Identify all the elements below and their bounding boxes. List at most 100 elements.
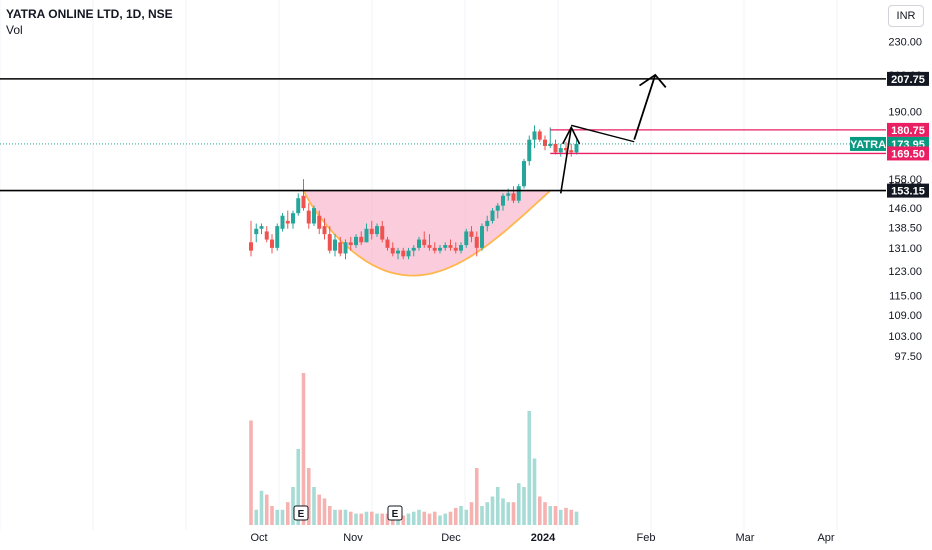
x-tick-label: Apr: [817, 532, 834, 544]
candle: [464, 228, 469, 248]
y-tick-label: 109.00: [888, 310, 922, 322]
candle-body: [249, 242, 253, 251]
volume-bar: [369, 511, 374, 525]
candle-body: [564, 148, 568, 151]
volume-bar: [327, 506, 332, 525]
volume-bar: [522, 487, 526, 525]
volume-bar: [422, 511, 427, 525]
volume-bar: [270, 506, 274, 525]
candle-body: [343, 242, 348, 254]
volume-bar: [411, 511, 416, 525]
candle-body: [380, 226, 385, 240]
currency-button[interactable]: INR: [888, 5, 924, 27]
volume-bar: [537, 496, 542, 525]
candle: [380, 220, 385, 243]
volume-bar: [264, 494, 269, 525]
pennant-line: [571, 124, 635, 143]
candle: [480, 223, 484, 251]
target-arrow: [633, 74, 657, 140]
price-tag-bg: [887, 71, 929, 86]
candle: [532, 125, 537, 149]
volume-bar: [301, 373, 306, 525]
candle-body: [275, 226, 280, 248]
candle: [312, 205, 316, 227]
volume-bar: [359, 513, 364, 525]
candle: [390, 242, 395, 257]
volume-bar: [438, 515, 442, 525]
candle-body: [432, 247, 437, 251]
candle: [448, 239, 453, 251]
candle: [369, 220, 374, 240]
candle-body: [264, 231, 269, 240]
candle-body: [270, 239, 274, 248]
candle-body: [448, 245, 453, 248]
candle-body: [364, 228, 369, 243]
candle: [317, 210, 322, 235]
volume-bar: [406, 513, 411, 525]
candle: [343, 239, 348, 260]
candle-body: [354, 236, 358, 246]
candle: [301, 179, 306, 211]
candle: [396, 247, 400, 260]
candle-body: [291, 213, 295, 224]
candle-body: [327, 234, 332, 251]
x-tick-label: Oct: [250, 532, 267, 544]
candle-body: [522, 161, 526, 187]
candle-body: [385, 239, 390, 248]
volume-bars: [249, 373, 579, 525]
candle-body: [490, 210, 495, 221]
candle: [443, 242, 448, 251]
arrow-head: [562, 125, 581, 145]
candle-body: [401, 250, 406, 257]
candle-body: [543, 139, 547, 146]
volume-bar: [432, 511, 437, 525]
y-tick-label: 138.50: [888, 222, 922, 234]
candle-body: [417, 239, 421, 248]
candle-body: [511, 193, 516, 201]
candle-body: [537, 131, 542, 140]
candle: [438, 245, 442, 254]
y-tick-label: 97.50: [894, 351, 922, 363]
candle: [249, 220, 253, 257]
x-tick-label: Feb: [637, 532, 656, 544]
volume-bar: [532, 458, 537, 525]
volume-bar: [564, 507, 568, 525]
volume-bar: [306, 468, 311, 525]
y-tick-label: 103.00: [888, 331, 922, 343]
candle-body: [438, 247, 442, 251]
price-tag-text: 169.50: [891, 148, 925, 160]
candle: [527, 135, 532, 166]
candle: [285, 210, 290, 229]
candle: [406, 247, 411, 260]
candle-body: [495, 205, 500, 211]
volume-bar: [469, 502, 474, 525]
volume-label: Vol: [6, 23, 23, 37]
cup-fill: [303, 190, 551, 276]
x-axis: Oct Nov Dec 2024 Feb Mar Apr: [250, 532, 834, 544]
x-tick-label: 2024: [531, 532, 556, 544]
volume-bar: [280, 509, 285, 525]
candle-body: [516, 186, 521, 201]
candle: [543, 135, 547, 151]
candle: [280, 213, 285, 232]
target-arrow-head: [638, 73, 667, 88]
candle-body: [506, 193, 511, 196]
candle-body: [406, 250, 411, 257]
candle-body: [532, 131, 537, 140]
candle-body: [306, 210, 311, 224]
price-tag: 153.15: [887, 183, 929, 198]
x-tick-label: Dec: [441, 532, 461, 544]
candle: [432, 242, 437, 254]
volume-bar: [443, 513, 448, 525]
candle-body: [501, 195, 505, 206]
volume-bar: [459, 506, 463, 525]
candle: [516, 183, 521, 204]
candle: [427, 234, 432, 251]
candle: [553, 139, 558, 155]
earnings-box: [387, 505, 403, 521]
price-tag-bg: [887, 183, 929, 198]
candle: [574, 139, 579, 155]
candle: [569, 143, 574, 157]
